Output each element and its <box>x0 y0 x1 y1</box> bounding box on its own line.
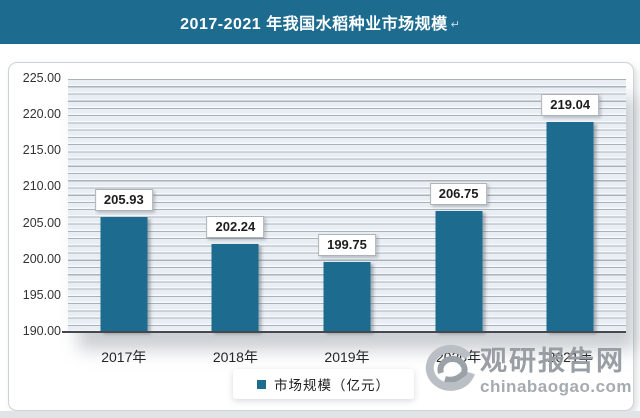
bar-2021 <box>546 122 594 332</box>
x-axis-label: 2017年 <box>101 349 147 365</box>
watermark-site-name: 观研报告网 <box>480 346 625 376</box>
chart-title: 2017-2021 年我国水稻种业市场规模 <box>180 16 448 33</box>
x-axis-label: 2018年 <box>212 349 258 365</box>
chart-header: 2017-2021 年我国水稻种业市场规模 ↵ <box>0 0 640 44</box>
legend: 市场规模（亿元） <box>233 369 414 399</box>
value-label-2018: 202.24 <box>206 215 265 238</box>
chart-card: 225.00 220.00 215.00 210.00 205.00 200.00 195.… <box>8 62 634 411</box>
footer-strip <box>0 411 640 418</box>
paragraph-mark-icon: ↵ <box>450 18 460 31</box>
x-axis-label: 2021年 <box>547 349 593 365</box>
legend-label: 市场规模（亿元） <box>274 378 390 393</box>
y-axis-tick: 195.00 <box>22 287 61 302</box>
legend-marker-icon <box>257 379 266 389</box>
y-axis-tick: 205.00 <box>22 215 61 230</box>
bar-slot-2021: 219.04 <box>514 79 626 332</box>
watermark-domain: chinabaogao.com <box>480 377 633 396</box>
plot-area: 205.93 202.24 199.75 206.75 219.04 <box>62 79 626 333</box>
y-axis-tick: 210.00 <box>22 179 61 194</box>
y-axis-tick: 220.00 <box>22 107 61 122</box>
y-axis-tick: 200.00 <box>22 251 61 266</box>
bar-2018 <box>211 243 259 332</box>
bar-slot-2020: 206.75 <box>403 79 515 332</box>
value-label-2019: 199.75 <box>318 233 376 256</box>
x-axis-line <box>62 331 626 333</box>
bar-2017 <box>100 216 148 332</box>
y-axis-tick: 225.00 <box>22 71 61 85</box>
watermark: 观研报告网 chinabaogao.com <box>424 344 632 399</box>
x-axis-label: 2019年 <box>324 349 370 365</box>
value-label-2020: 206.75 <box>429 182 488 205</box>
value-label-2021: 219.04 <box>541 94 600 117</box>
bar-2019 <box>323 261 371 332</box>
y-axis-tick: 215.00 <box>22 143 61 158</box>
swirl-logo-icon <box>424 344 476 399</box>
y-axis-tick: 190.00 <box>22 324 61 338</box>
value-label-2017: 205.93 <box>94 188 153 211</box>
bar-2020 <box>435 210 483 332</box>
bar-slot-2017: 205.93 <box>68 79 180 332</box>
bar-slot-2019: 199.75 <box>291 79 403 332</box>
bar-slot-2018: 202.24 <box>180 79 292 332</box>
